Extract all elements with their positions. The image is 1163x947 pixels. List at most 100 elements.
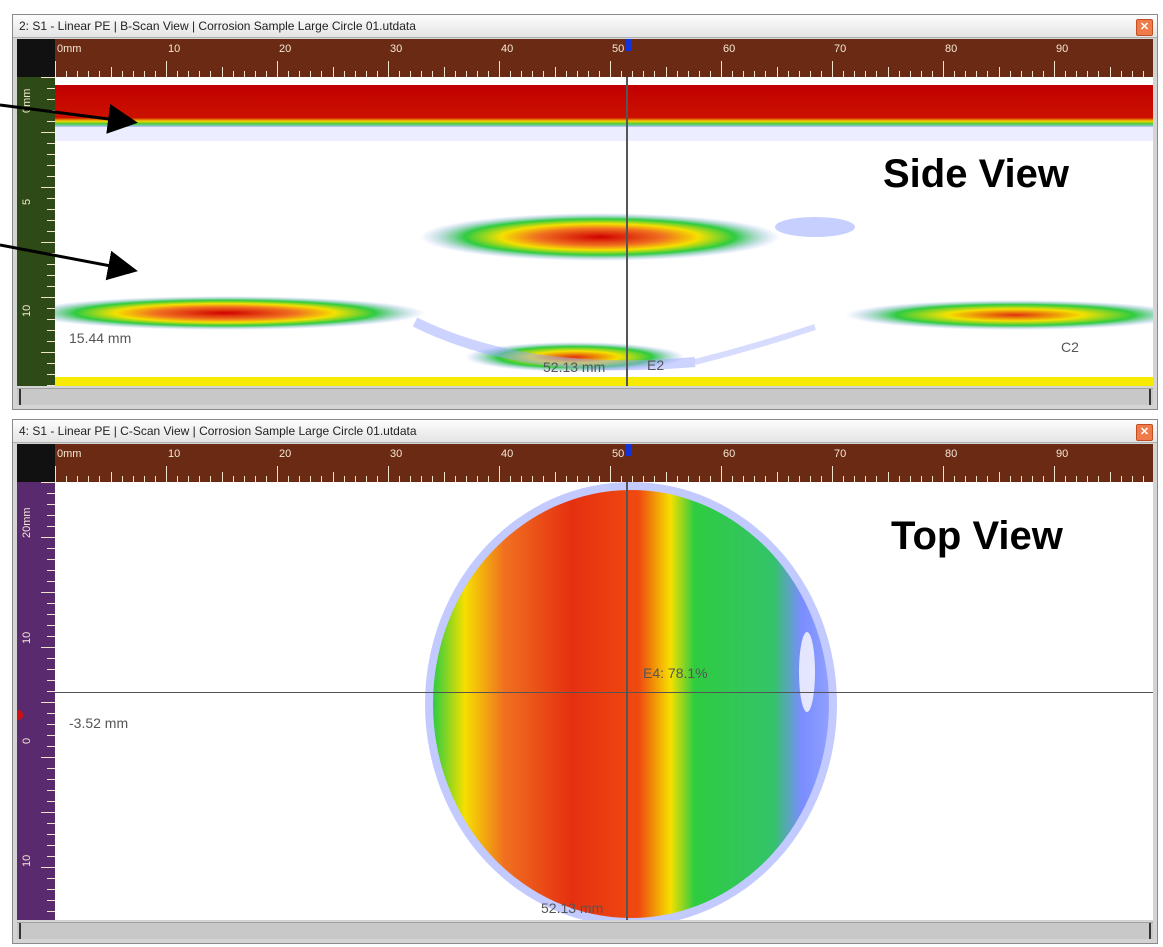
bscan-hruler-label: 70	[834, 43, 847, 55]
cscan-hruler-tick	[732, 476, 734, 482]
cscan-index-marker[interactable]	[17, 710, 23, 720]
cscan-hruler-tick	[332, 472, 334, 482]
cscan-hruler-tick	[998, 472, 1000, 482]
cscan-hruler-tick	[1065, 476, 1067, 482]
bscan-gate-label: C2	[1061, 339, 1079, 355]
bscan-vruler-tick	[47, 99, 55, 100]
cscan-window: 4: S1 - Linear PE | C-Scan View | Corros…	[12, 419, 1158, 944]
bscan-viewport[interactable]: 0mm 10 20 30 40 50 60 70 80 90 0mm 5 10	[17, 39, 1153, 386]
bscan-vruler-tick	[41, 132, 55, 133]
cscan-hruler-tick	[987, 476, 989, 482]
cscan-hruler-label: 40	[501, 448, 514, 460]
bscan-hruler-tick	[410, 71, 412, 77]
bscan-horizontal-ruler[interactable]: 0mm 10 20 30 40 50 60 70 80 90	[55, 39, 1153, 77]
bscan-titlebar[interactable]: 2: S1 - Linear PE | B-Scan View | Corros…	[13, 15, 1157, 38]
bscan-hruler-tick	[898, 71, 900, 77]
cscan-hruler-tick	[154, 476, 156, 482]
cscan-hruler-tick	[299, 476, 301, 482]
cscan-vertical-ruler[interactable]: 20mm 10 0 10	[17, 482, 55, 920]
cscan-vruler-tick	[41, 867, 55, 868]
cscan-hruler-tick	[809, 476, 811, 482]
bscan-hruler-tick	[510, 71, 512, 77]
cscan-hruler-tick	[421, 476, 423, 482]
bscan-hruler-label: 10	[168, 43, 181, 55]
cscan-titlebar[interactable]: 4: S1 - Linear PE | C-Scan View | Corros…	[13, 420, 1157, 443]
bscan-hruler-tick	[177, 71, 179, 77]
cscan-window-title: 4: S1 - Linear PE | C-Scan View | Corros…	[19, 424, 417, 438]
cscan-vruler-tick	[41, 702, 55, 703]
cscan-hruler-tick	[166, 466, 167, 482]
bscan-hruler-label: 30	[390, 43, 403, 55]
cscan-hruler-tick	[543, 476, 545, 482]
cscan-position-readout: 52.13 mm	[541, 900, 604, 916]
bscan-cursor-vertical[interactable]	[626, 77, 628, 386]
bscan-vruler-tick	[41, 77, 55, 78]
cscan-hruler-tick	[865, 476, 867, 482]
bscan-vertical-ruler[interactable]: 0mm 5 10	[17, 77, 55, 386]
cscan-vruler-tick	[47, 911, 55, 912]
bscan-hruler-tick	[687, 71, 689, 77]
bscan-hruler-tick	[332, 67, 334, 77]
cscan-vruler-tick	[47, 603, 55, 604]
bscan-hruler-tick	[1142, 71, 1144, 77]
cscan-hruler-tick	[499, 466, 500, 482]
cscan-amplitude-readout: E4: 78.1%	[643, 665, 708, 681]
cscan-hruler-tick	[765, 476, 767, 482]
cscan-vruler-label: 10	[21, 631, 33, 644]
cscan-vruler-tick	[47, 680, 55, 681]
bscan-back-wall-right	[845, 300, 1153, 330]
cscan-hruler-tick	[954, 476, 956, 482]
bscan-vruler-tick	[47, 198, 55, 199]
cscan-hruler-tick	[1054, 466, 1055, 482]
cscan-vruler-tick	[47, 735, 55, 736]
bscan-hruler-tick	[976, 71, 978, 77]
bscan-hruler-label: 0mm	[57, 43, 82, 55]
bscan-hruler-tick	[399, 71, 401, 77]
cscan-ruler-corner	[17, 444, 55, 482]
bscan-hruler-tick	[88, 71, 90, 77]
bscan-hruler-tick	[1131, 71, 1133, 77]
cscan-viewport[interactable]: 0mm 10 20 30 40 50 60 70 80 90 20mm 10 0 10	[17, 444, 1153, 920]
cscan-vruler-tick	[47, 713, 55, 714]
cscan-cursor-marker[interactable]	[626, 444, 632, 456]
cscan-vruler-tick	[41, 812, 55, 813]
bscan-gate-band	[55, 377, 1153, 386]
cscan-vruler-tick	[47, 515, 55, 516]
cscan-horizontal-ruler[interactable]: 0mm 10 20 30 40 50 60 70 80 90	[55, 444, 1153, 482]
bscan-hruler-label: 90	[1056, 43, 1069, 55]
cscan-hruler-tick	[1109, 472, 1111, 482]
cscan-hruler-tick	[66, 476, 68, 482]
bscan-corrosion-echo	[420, 213, 780, 261]
cscan-hruler-tick	[521, 476, 523, 482]
cscan-close-button[interactable]: ✕	[1136, 424, 1153, 441]
cscan-hruler-tick	[787, 476, 789, 482]
cscan-vruler-tick	[47, 526, 55, 527]
bscan-hruler-tick	[732, 71, 734, 77]
bscan-hruler-tick	[365, 71, 367, 77]
cscan-plot[interactable]: -3.52 mm E4: 78.1% 52.13 mm Top View	[17, 482, 1153, 920]
bscan-hruler-tick	[843, 71, 845, 77]
cscan-cursor-horizontal[interactable]	[55, 692, 1153, 693]
cscan-vruler-tick	[47, 581, 55, 582]
cscan-hruler-tick	[610, 466, 611, 482]
cscan-hruler-label: 0mm	[57, 448, 82, 460]
bscan-hruler-tick	[143, 71, 145, 77]
cscan-cursor-vertical[interactable]	[626, 482, 628, 920]
cscan-hruler-tick	[721, 466, 722, 482]
bscan-close-button[interactable]: ✕	[1136, 19, 1153, 36]
cscan-hruler-tick	[465, 476, 467, 482]
bscan-vruler-tick	[47, 319, 55, 320]
bscan-plot[interactable]: 15.44 mm 52.13 mm E2 C2 Side View	[55, 77, 1153, 386]
bscan-hruler-tick	[709, 71, 711, 77]
cscan-hruler-tick	[621, 476, 623, 482]
bscan-cursor-marker[interactable]	[626, 39, 632, 51]
bscan-vruler-tick	[47, 165, 55, 166]
cscan-hruler-tick	[598, 476, 600, 482]
bscan-hruler-tick	[1109, 67, 1111, 77]
bscan-hruler-label: 20	[279, 43, 292, 55]
bscan-hruler-tick	[432, 71, 434, 77]
cscan-hruler-label: 60	[723, 448, 736, 460]
bscan-hruler-tick	[243, 71, 245, 77]
cscan-hruler-tick	[754, 476, 756, 482]
cscan-hruler-tick	[587, 476, 589, 482]
